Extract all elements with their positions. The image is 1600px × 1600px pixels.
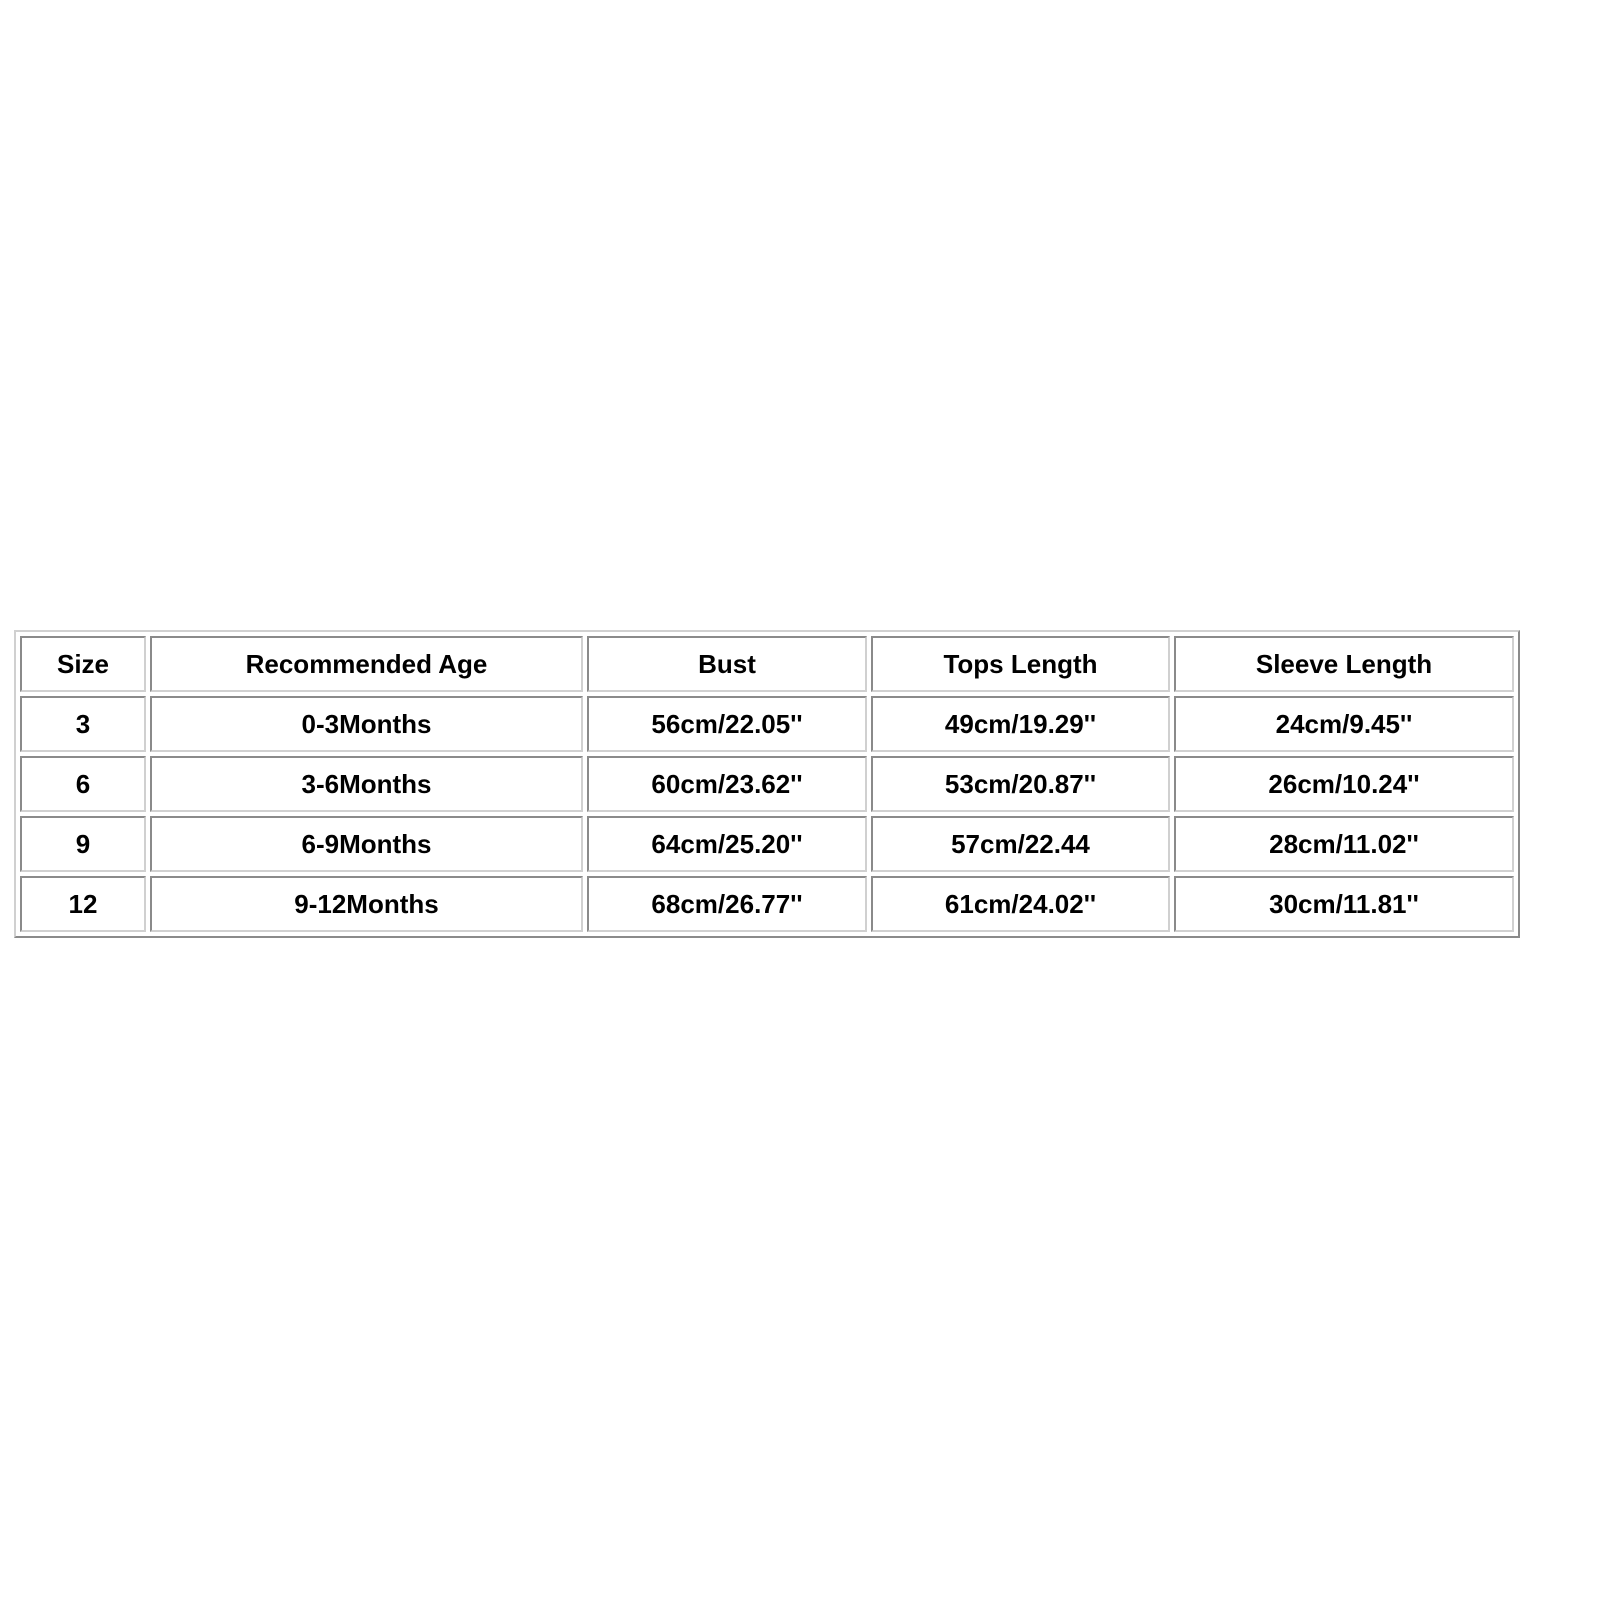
- table-row: 3 0-3Months 56cm/22.05'' 49cm/19.29'' 24cm/9…: [20, 696, 1514, 752]
- table-row: 12 9-12Months 68cm/26.77'' 61cm/24.02'' 30cm…: [20, 876, 1514, 932]
- header-cell: Sleeve Length: [1174, 636, 1514, 692]
- table-cell: 61cm/24.02'': [871, 876, 1170, 932]
- table-cell: 28cm/11.02'': [1174, 816, 1514, 872]
- table-cell: 3: [20, 696, 146, 752]
- table-row: 6 3-6Months 60cm/23.62'' 53cm/20.87'' 26cm/1…: [20, 756, 1514, 812]
- header-row: Size Recommended Age Bust Tops Length Sleeve…: [20, 636, 1514, 692]
- table-cell: 3-6Months: [150, 756, 583, 812]
- table-cell: 53cm/20.87'': [871, 756, 1170, 812]
- table-cell: 6-9Months: [150, 816, 583, 872]
- header-cell: Tops Length: [871, 636, 1170, 692]
- table-cell: 57cm/22.44: [871, 816, 1170, 872]
- table-cell: 49cm/19.29'': [871, 696, 1170, 752]
- table-cell: 60cm/23.62'': [587, 756, 867, 812]
- table-cell: 6: [20, 756, 146, 812]
- table-cell: 68cm/26.77'': [587, 876, 867, 932]
- table-cell: 9: [20, 816, 146, 872]
- table-cell: 30cm/11.81'': [1174, 876, 1514, 932]
- table-cell: 9-12Months: [150, 876, 583, 932]
- table-cell: 12: [20, 876, 146, 932]
- table-cell: 0-3Months: [150, 696, 583, 752]
- table-cell: 26cm/10.24'': [1174, 756, 1514, 812]
- table-cell: 64cm/25.20'': [587, 816, 867, 872]
- header-cell: Recommended Age: [150, 636, 583, 692]
- header-cell: Bust: [587, 636, 867, 692]
- table-cell: 56cm/22.05'': [587, 696, 867, 752]
- table-row: 9 6-9Months 64cm/25.20'' 57cm/22.44 28cm/11.…: [20, 816, 1514, 872]
- header-cell: Size: [20, 636, 146, 692]
- size-chart-table: Size Recommended Age Bust Tops Length Sleeve…: [14, 630, 1520, 938]
- table-cell: 24cm/9.45'': [1174, 696, 1514, 752]
